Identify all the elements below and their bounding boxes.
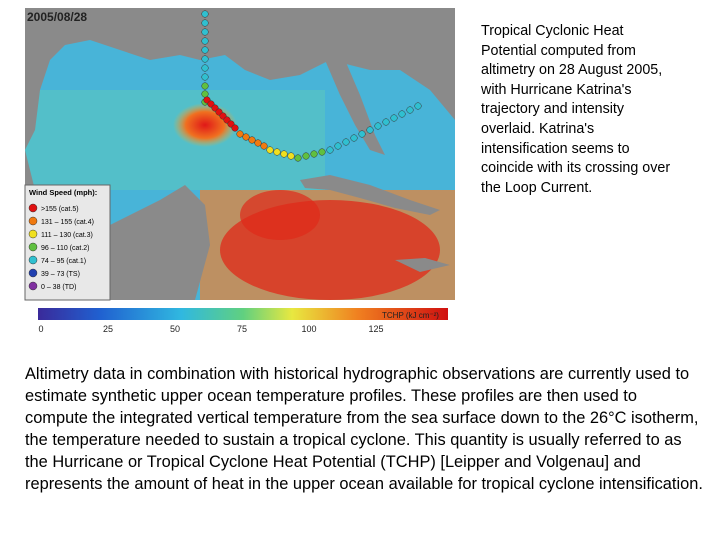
colorbar-ticks: 0 25 50 75 100 125 xyxy=(38,324,383,334)
caption: Tropical Cyclonic Heat Potential compute… xyxy=(481,23,671,196)
track-dot xyxy=(398,110,406,118)
track-dot xyxy=(273,148,281,156)
track-dot xyxy=(201,90,209,98)
hot-spot xyxy=(240,190,320,240)
cuba xyxy=(300,175,440,215)
legend-swatch xyxy=(28,216,38,226)
track-dot xyxy=(287,152,295,160)
track-dot xyxy=(201,37,209,45)
legend-box xyxy=(24,184,111,301)
track-dot xyxy=(242,133,250,141)
track-dot xyxy=(366,126,374,134)
track-dot xyxy=(294,154,302,162)
track-dot xyxy=(248,136,256,144)
legend-label: 131 – 155 (cat.4) xyxy=(41,219,94,226)
track-dot xyxy=(318,148,326,156)
colorbar-tick-label: 0 xyxy=(38,324,43,334)
track-dot xyxy=(201,82,209,90)
colorbar-tick-label: 75 xyxy=(237,324,247,334)
legend-label: 39 – 73 (TS) xyxy=(41,271,80,278)
track-dot xyxy=(310,150,318,158)
track-dot xyxy=(201,64,209,72)
track-dot xyxy=(201,55,209,63)
colorbar-tick-label: 25 xyxy=(103,324,113,334)
track-dot xyxy=(382,118,390,126)
track-dot xyxy=(254,139,262,147)
legend-label: 74 – 95 (cat.1) xyxy=(41,258,86,265)
legend-label: >155 (cat.5) xyxy=(41,206,79,213)
track-dot xyxy=(374,122,382,130)
track-dot xyxy=(390,114,398,122)
land-north xyxy=(25,8,455,150)
track-dot xyxy=(266,146,274,154)
colorbar-tick-label: 125 xyxy=(368,324,383,334)
legend-label: 96 – 110 (cat.2) xyxy=(41,245,90,252)
legend-swatch xyxy=(28,203,38,213)
track-dot xyxy=(414,102,422,110)
track-dot xyxy=(406,106,414,114)
track-dot xyxy=(201,10,209,18)
legend-label: 111 – 130 (cat.3) xyxy=(41,232,93,239)
legend: >155 (cat.5) 131 – 155 (cat.4) 111 – 130 (… xyxy=(28,203,94,291)
figure: 2005/08/28 Wind Speed (mph): >155 (cat.5… xyxy=(24,8,455,334)
track-dot xyxy=(201,73,209,81)
legend-swatch xyxy=(28,242,38,252)
legend-swatch xyxy=(28,229,38,239)
track-dot xyxy=(231,124,239,132)
hurricane-track xyxy=(201,10,422,162)
colorbar xyxy=(38,308,448,320)
body-text: Altimetry data in combination with histo… xyxy=(25,365,703,493)
track-dot xyxy=(342,138,350,146)
track-dot xyxy=(280,150,288,158)
track-dot xyxy=(302,152,310,160)
track-dot xyxy=(260,142,268,150)
colorbar-tick-label: 50 xyxy=(170,324,180,334)
track-dot xyxy=(201,19,209,27)
track-dot xyxy=(358,130,366,138)
jamaica xyxy=(395,258,450,272)
track-dot xyxy=(201,46,209,54)
ocean-shade xyxy=(25,90,325,190)
map-date: 2005/08/28 xyxy=(27,10,87,24)
colorbar-tick-label: 100 xyxy=(301,324,316,334)
legend-swatch xyxy=(28,281,38,291)
loop-current xyxy=(173,103,237,147)
track-dot xyxy=(326,146,334,154)
legend-swatch xyxy=(28,255,38,265)
track-dot xyxy=(334,142,342,150)
legend-swatch xyxy=(28,268,38,278)
colorbar-label: TCHP (kJ cm⁻²) xyxy=(382,311,439,320)
legend-title: Wind Speed (mph): xyxy=(29,188,97,197)
legend-label: 0 – 38 (TD) xyxy=(41,284,76,291)
track-dot xyxy=(236,130,244,138)
track-dot xyxy=(201,28,209,36)
track-dot xyxy=(350,134,358,142)
